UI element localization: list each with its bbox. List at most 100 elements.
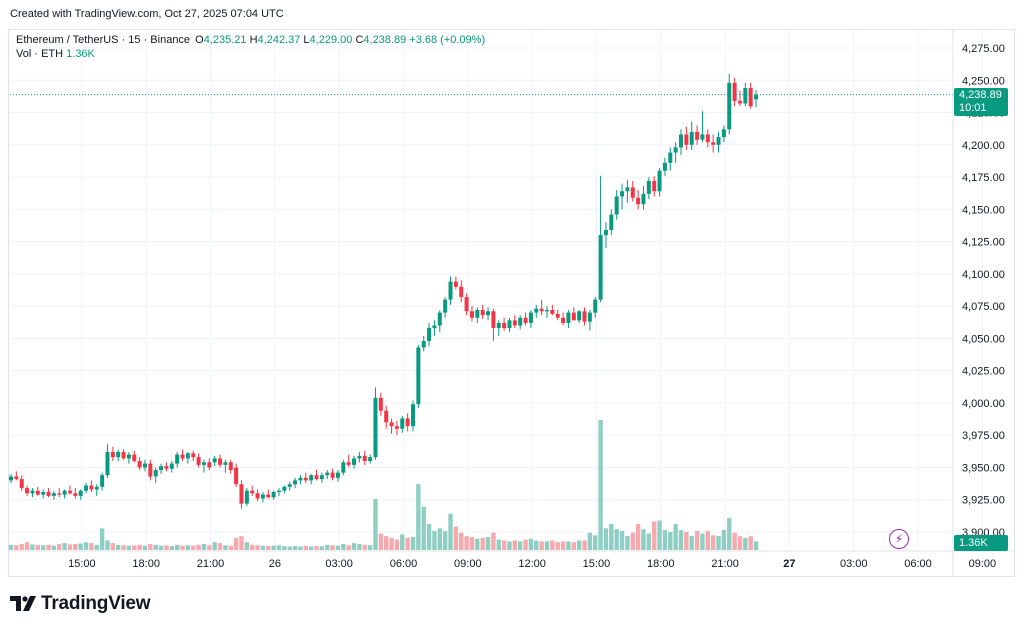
candle <box>260 491 265 503</box>
candle <box>603 222 608 249</box>
volume-bar <box>539 541 544 550</box>
candle-body <box>46 491 51 496</box>
candle-body <box>250 490 255 494</box>
candle <box>754 90 759 108</box>
candle <box>73 488 78 499</box>
candle-body <box>271 491 276 498</box>
candle-body <box>19 479 24 489</box>
volume-bar <box>212 542 217 550</box>
symbol-title[interactable]: Ethereum / TetherUS · 15 · Binance <box>16 34 191 46</box>
candle <box>545 306 549 318</box>
volume-bar <box>362 544 367 550</box>
candle-body <box>587 312 592 322</box>
x-tick-label: 15:00 <box>583 558 611 570</box>
candle-body <box>244 490 249 504</box>
candle <box>116 449 121 462</box>
candle-body <box>689 131 694 145</box>
candle-body <box>614 196 619 215</box>
tradingview-brand[interactable]: TradingView <box>10 593 151 615</box>
volume-bar <box>298 546 303 550</box>
candle <box>625 179 630 203</box>
candle-body <box>67 490 72 494</box>
candle-body <box>662 162 667 171</box>
volume-bar <box>228 545 233 550</box>
candle <box>277 488 281 496</box>
candle <box>132 450 137 463</box>
candle <box>459 280 464 303</box>
candle <box>51 490 56 500</box>
candle <box>705 129 710 148</box>
volume-bar <box>389 537 394 550</box>
change-value: +3.68 (+0.09%) <box>409 34 486 46</box>
volume-bar <box>308 546 314 550</box>
candle <box>105 444 110 478</box>
volume-bar <box>250 544 255 550</box>
y-tick-label: 4,025.00 <box>962 366 1005 378</box>
volume-bar <box>223 545 228 550</box>
candle-body <box>625 187 630 192</box>
candle <box>250 485 255 496</box>
lightning-bolt-icon[interactable]: ⚡ <box>889 529 909 549</box>
created-with-caption: Created with TradingView.com, Oct 27, 20… <box>10 8 284 20</box>
candle-body <box>148 463 153 477</box>
candle-body <box>378 397 383 411</box>
volume-bar <box>453 526 459 550</box>
candle-body <box>732 82 737 101</box>
candle <box>57 488 62 498</box>
candle <box>352 455 357 469</box>
candle-body <box>57 493 62 495</box>
candle <box>378 392 383 416</box>
candle <box>175 451 180 468</box>
candle-body <box>453 281 458 287</box>
tradingview-logo-icon <box>10 596 36 611</box>
volume-bar <box>432 530 437 550</box>
volume-bar <box>51 545 57 550</box>
volume-label[interactable]: Vol · ETH <box>16 48 64 60</box>
candle <box>67 485 72 495</box>
candle-body <box>641 193 646 205</box>
y-tick-label: 4,000.00 <box>962 398 1005 410</box>
x-tick-label: 26 <box>269 558 281 570</box>
candle-body <box>14 476 19 480</box>
volume-bar <box>641 529 646 550</box>
candle <box>282 485 287 494</box>
volume-bar <box>464 536 469 550</box>
candle-body <box>598 235 603 300</box>
volume-bar <box>496 539 501 550</box>
candle <box>137 457 142 471</box>
candle-body <box>700 134 705 140</box>
candle-body <box>185 453 190 459</box>
x-tick-label: 12:00 <box>518 558 546 570</box>
volume-bar <box>716 536 721 550</box>
candle-body <box>400 418 405 429</box>
volume-bar <box>19 543 24 550</box>
candle-body <box>469 311 474 318</box>
volume-bar <box>67 544 73 550</box>
candle-body <box>164 466 169 469</box>
volume-bar <box>314 546 319 550</box>
volume-bar <box>142 545 148 550</box>
volume-bar <box>367 545 373 550</box>
candle <box>121 449 126 460</box>
x-tick-label: 27 <box>783 558 795 570</box>
bar-countdown: 10:01 <box>959 102 987 114</box>
volume-bar <box>587 532 593 550</box>
volume-bar <box>694 530 700 550</box>
candle <box>566 310 571 329</box>
volume-bar <box>62 543 67 550</box>
volume-bar <box>132 545 137 550</box>
chart-frame <box>8 29 1015 577</box>
last-volume-tag: 1.36K <box>954 535 1008 551</box>
volume-bar <box>673 524 678 550</box>
candle <box>148 459 153 481</box>
volume-bar <box>416 484 421 550</box>
volume-bar <box>330 545 335 550</box>
volume-bar <box>83 542 89 550</box>
candle-body <box>78 490 83 496</box>
volume-value: 1.36K <box>66 48 95 60</box>
volume-bar <box>351 543 357 550</box>
candle-body <box>62 490 67 495</box>
candle <box>325 470 330 480</box>
candle <box>346 454 351 468</box>
